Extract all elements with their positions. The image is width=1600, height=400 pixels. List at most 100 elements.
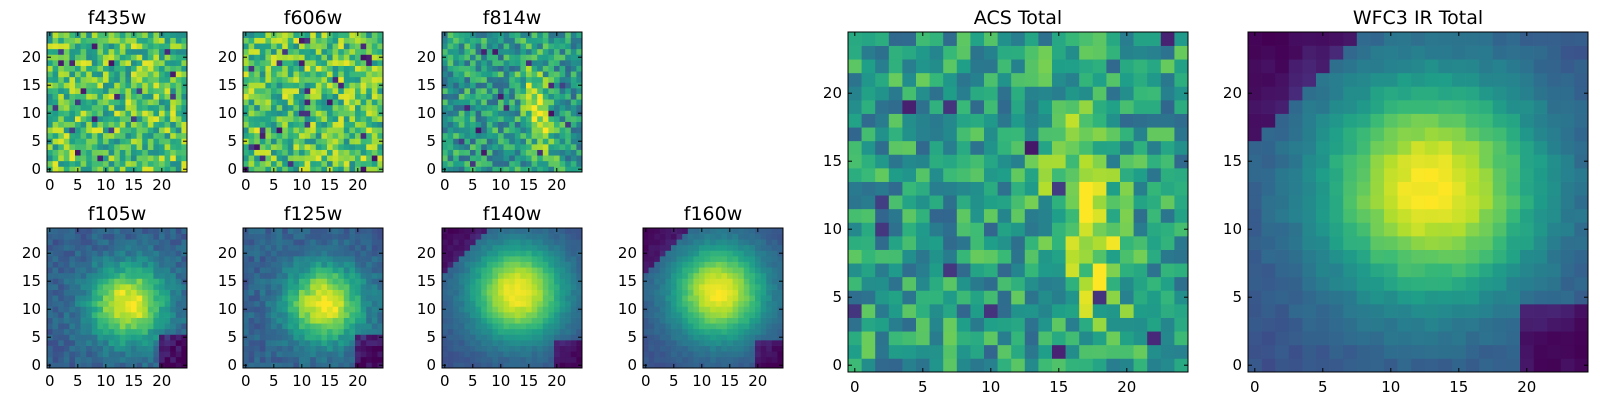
heatmap-cell xyxy=(310,334,317,341)
heatmap-cell xyxy=(153,138,160,145)
heatmap-cell xyxy=(343,54,350,61)
heatmap-cell xyxy=(704,289,711,296)
heatmap-cell xyxy=(732,351,739,358)
heatmap-cell xyxy=(80,127,87,134)
heatmap-cell xyxy=(125,256,132,262)
heatmap-cell xyxy=(103,351,109,358)
heatmap-cell xyxy=(86,334,93,341)
heatmap-cell xyxy=(548,166,555,173)
heatmap-cell xyxy=(643,328,649,335)
heatmap-cell xyxy=(943,222,958,237)
heatmap-cell xyxy=(442,261,448,268)
heatmap-cell xyxy=(548,340,555,346)
heatmap-cell xyxy=(153,121,160,128)
heatmap-cell xyxy=(327,306,333,313)
heatmap-cell xyxy=(1092,290,1107,305)
heatmap-cell xyxy=(243,244,249,251)
heatmap-cell xyxy=(355,312,361,318)
heatmap-cell xyxy=(80,239,87,246)
heatmap-cell xyxy=(654,300,661,307)
heatmap-cell xyxy=(91,340,98,346)
heatmap-cell xyxy=(537,312,544,318)
heatmap-cell xyxy=(531,284,538,290)
heatmap-cell xyxy=(332,239,339,246)
heatmap-cell xyxy=(243,76,249,83)
heatmap-cell xyxy=(170,121,177,128)
heatmap-cell xyxy=(293,116,300,122)
heatmap-cell xyxy=(704,306,711,313)
heatmap-cell xyxy=(1147,276,1162,291)
heatmap-cell xyxy=(659,250,666,257)
heatmap-cell xyxy=(142,138,149,145)
heatmap-cell xyxy=(648,340,655,346)
heatmap-cell xyxy=(243,60,249,66)
heatmap-cell xyxy=(671,334,677,341)
heatmap-cell xyxy=(676,239,683,246)
heatmap-cell xyxy=(1011,154,1026,169)
heatmap-cell xyxy=(271,284,277,290)
heatmap-cell xyxy=(531,278,538,285)
heatmap-cell xyxy=(287,160,294,167)
heatmap-cell xyxy=(360,306,367,313)
heatmap-cell xyxy=(514,110,521,117)
heatmap-cell xyxy=(486,110,493,117)
heatmap-cell xyxy=(304,121,311,128)
heatmap-cell xyxy=(265,104,272,111)
heatmap-cell xyxy=(715,362,722,369)
heatmap-cell xyxy=(687,244,694,251)
heatmap-cell xyxy=(360,160,367,167)
heatmap-cell xyxy=(293,362,300,369)
heatmap-cell xyxy=(153,166,160,173)
heatmap-cell xyxy=(170,76,177,83)
heatmap-cell xyxy=(929,276,944,291)
heatmap-cell xyxy=(315,317,322,324)
heatmap-cell xyxy=(366,60,373,66)
heatmap-cell xyxy=(665,250,672,257)
heatmap-cell xyxy=(453,155,460,162)
heatmap-cell xyxy=(69,295,76,302)
heatmap-cell xyxy=(164,362,171,369)
heatmap-cell xyxy=(1065,290,1080,305)
heatmap-cell xyxy=(360,60,367,66)
heatmap-cell xyxy=(861,249,876,264)
heatmap-cell xyxy=(97,132,104,139)
heatmap-cell xyxy=(526,99,532,106)
heatmap-cell xyxy=(687,334,694,341)
heatmap-cell xyxy=(447,127,454,134)
heatmap-cell xyxy=(1052,304,1066,318)
heatmap-cell xyxy=(91,132,98,139)
heatmap-cell xyxy=(315,60,322,66)
heatmap-cell xyxy=(282,284,289,290)
heatmap-cell xyxy=(119,323,126,330)
heatmap-cell xyxy=(86,340,93,346)
heatmap-cell xyxy=(771,284,778,290)
heatmap-cell xyxy=(520,121,527,128)
heatmap-cell xyxy=(63,284,70,290)
heatmap-cell xyxy=(570,76,577,83)
heatmap-cell xyxy=(749,295,756,302)
heatmap-cell xyxy=(1038,208,1053,223)
heatmap-cell xyxy=(321,362,328,369)
heatmap-cell xyxy=(355,295,361,302)
heatmap-cell xyxy=(570,60,577,66)
heatmap-cell xyxy=(315,278,322,285)
heatmap-cell xyxy=(648,306,655,313)
heatmap-cell xyxy=(875,344,890,359)
heatmap-cell xyxy=(259,300,266,307)
heatmap-cell xyxy=(175,323,182,330)
heatmap-cell xyxy=(103,93,109,100)
heatmap-cell xyxy=(265,149,272,156)
heatmap-cell xyxy=(453,132,460,139)
heatmap-cell xyxy=(254,155,261,162)
heatmap-cell xyxy=(366,261,373,268)
heatmap-cell xyxy=(565,104,572,111)
heatmap-cell xyxy=(243,144,249,150)
heatmap-cell xyxy=(159,295,165,302)
heatmap-cell xyxy=(63,88,70,94)
heatmap-cell xyxy=(514,116,521,122)
heatmap-cell xyxy=(760,295,767,302)
heatmap-cell xyxy=(58,43,65,50)
heatmap-cell xyxy=(542,261,549,268)
heatmap-cell xyxy=(648,267,655,274)
heatmap-cell xyxy=(136,295,143,302)
